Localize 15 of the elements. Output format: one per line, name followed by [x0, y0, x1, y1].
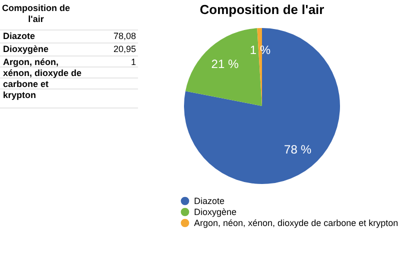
chart-title: Composition de l'air — [200, 2, 324, 17]
category-label: Dioxygène — [3, 44, 49, 54]
category-label: Diazote — [3, 31, 36, 41]
legend-label: Dioxygène — [194, 207, 237, 217]
legend-label: Argon, néon, xénon, dioxyde de carbone et krypton — [194, 218, 398, 228]
text: 1 — [130, 57, 136, 67]
data-label: 78 % — [284, 142, 312, 156]
pie-slice — [184, 28, 340, 184]
data-label: 21 % — [211, 56, 239, 71]
pie-slice — [185, 28, 262, 106]
category-label: Argon, néon, xénon, dioxyde de carbone et krypton — [3, 57, 82, 100]
text: Composition de l'air — [2, 3, 70, 24]
text: 78,08 — [113, 31, 136, 41]
legend-label: Diazote — [194, 196, 225, 206]
text: 20,95 — [113, 44, 136, 54]
